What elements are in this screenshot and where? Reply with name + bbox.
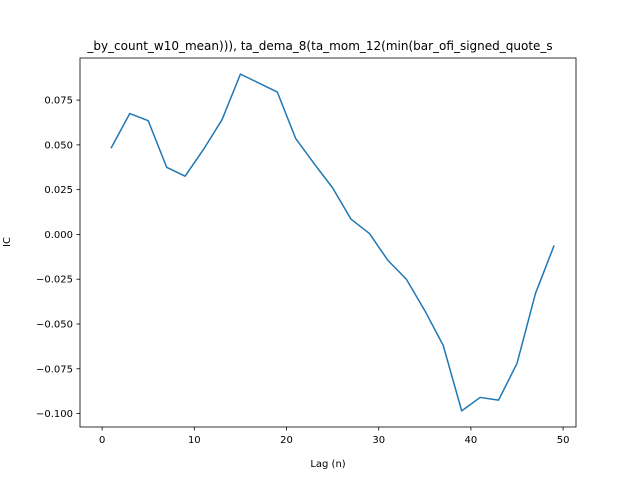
- x-tick-label: 20: [280, 435, 293, 446]
- y-tick-label: 0.050: [44, 140, 73, 151]
- y-tick-label: −0.025: [36, 275, 73, 286]
- x-axis-label: Lag (n): [310, 459, 345, 470]
- y-tick-label: 0.000: [44, 230, 73, 241]
- y-axis-label: IC: [2, 237, 13, 247]
- y-tick-label: −0.075: [36, 364, 73, 375]
- chart-title: _by_count_w10_mean))), ta_dema_8(ta_mom_…: [86, 39, 552, 53]
- y-tick-label: 0.025: [44, 185, 73, 196]
- series-line-0: [110, 73, 555, 412]
- axes-frame: [79, 57, 577, 428]
- x-tick-label: 30: [372, 435, 385, 446]
- y-tick-label: −0.100: [36, 409, 73, 420]
- plot-area: 0 10 20 30 40 50 −0.100 −0.075 −0.050 −0.025 0.000…: [36, 57, 577, 446]
- x-tick-label: 40: [465, 435, 478, 446]
- y-tick-label: 0.075: [44, 96, 73, 107]
- x-tick-label: 10: [188, 435, 201, 446]
- x-tick-label: 50: [557, 435, 570, 446]
- y-tick-label: −0.050: [36, 320, 73, 331]
- x-tick-label: 0: [99, 435, 105, 446]
